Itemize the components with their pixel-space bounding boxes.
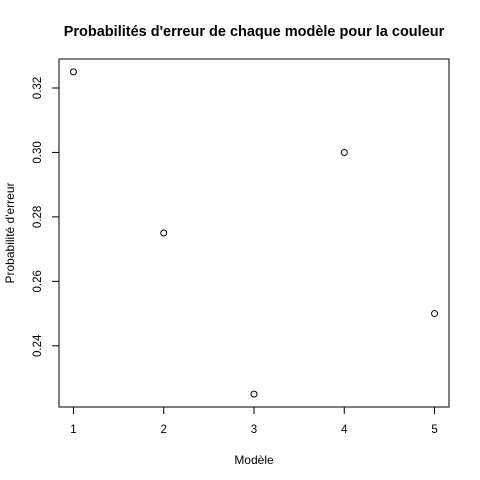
y-tick-label: 0.26 [32, 270, 44, 292]
x-tick-label: 4 [341, 424, 348, 436]
y-axis: 0.24 0.26 0.28 0.30 0.32 [32, 77, 59, 357]
data-points [69, 68, 439, 398]
plot-box [58, 58, 450, 408]
data-point [431, 310, 439, 318]
data-point [160, 229, 168, 237]
data-point [69, 68, 77, 76]
data-point [250, 390, 258, 398]
chart-title: Probabilités d'erreur de chaque modèle p… [64, 24, 445, 40]
y-tick-label: 0.30 [32, 141, 44, 163]
y-tick-label: 0.24 [32, 334, 44, 357]
x-tick-label: 5 [431, 424, 437, 436]
y-tick-label: 0.32 [32, 77, 44, 99]
x-tick-label: 1 [70, 424, 76, 436]
x-axis: 1 2 3 4 5 [70, 407, 438, 436]
x-axis-label: Modèle [234, 453, 274, 467]
x-tick-label: 3 [251, 424, 257, 436]
data-point [340, 148, 348, 156]
x-tick-label: 2 [161, 424, 167, 436]
y-axis-label: Probabilité d'erreur [3, 182, 17, 283]
y-tick-label: 0.28 [32, 206, 44, 228]
